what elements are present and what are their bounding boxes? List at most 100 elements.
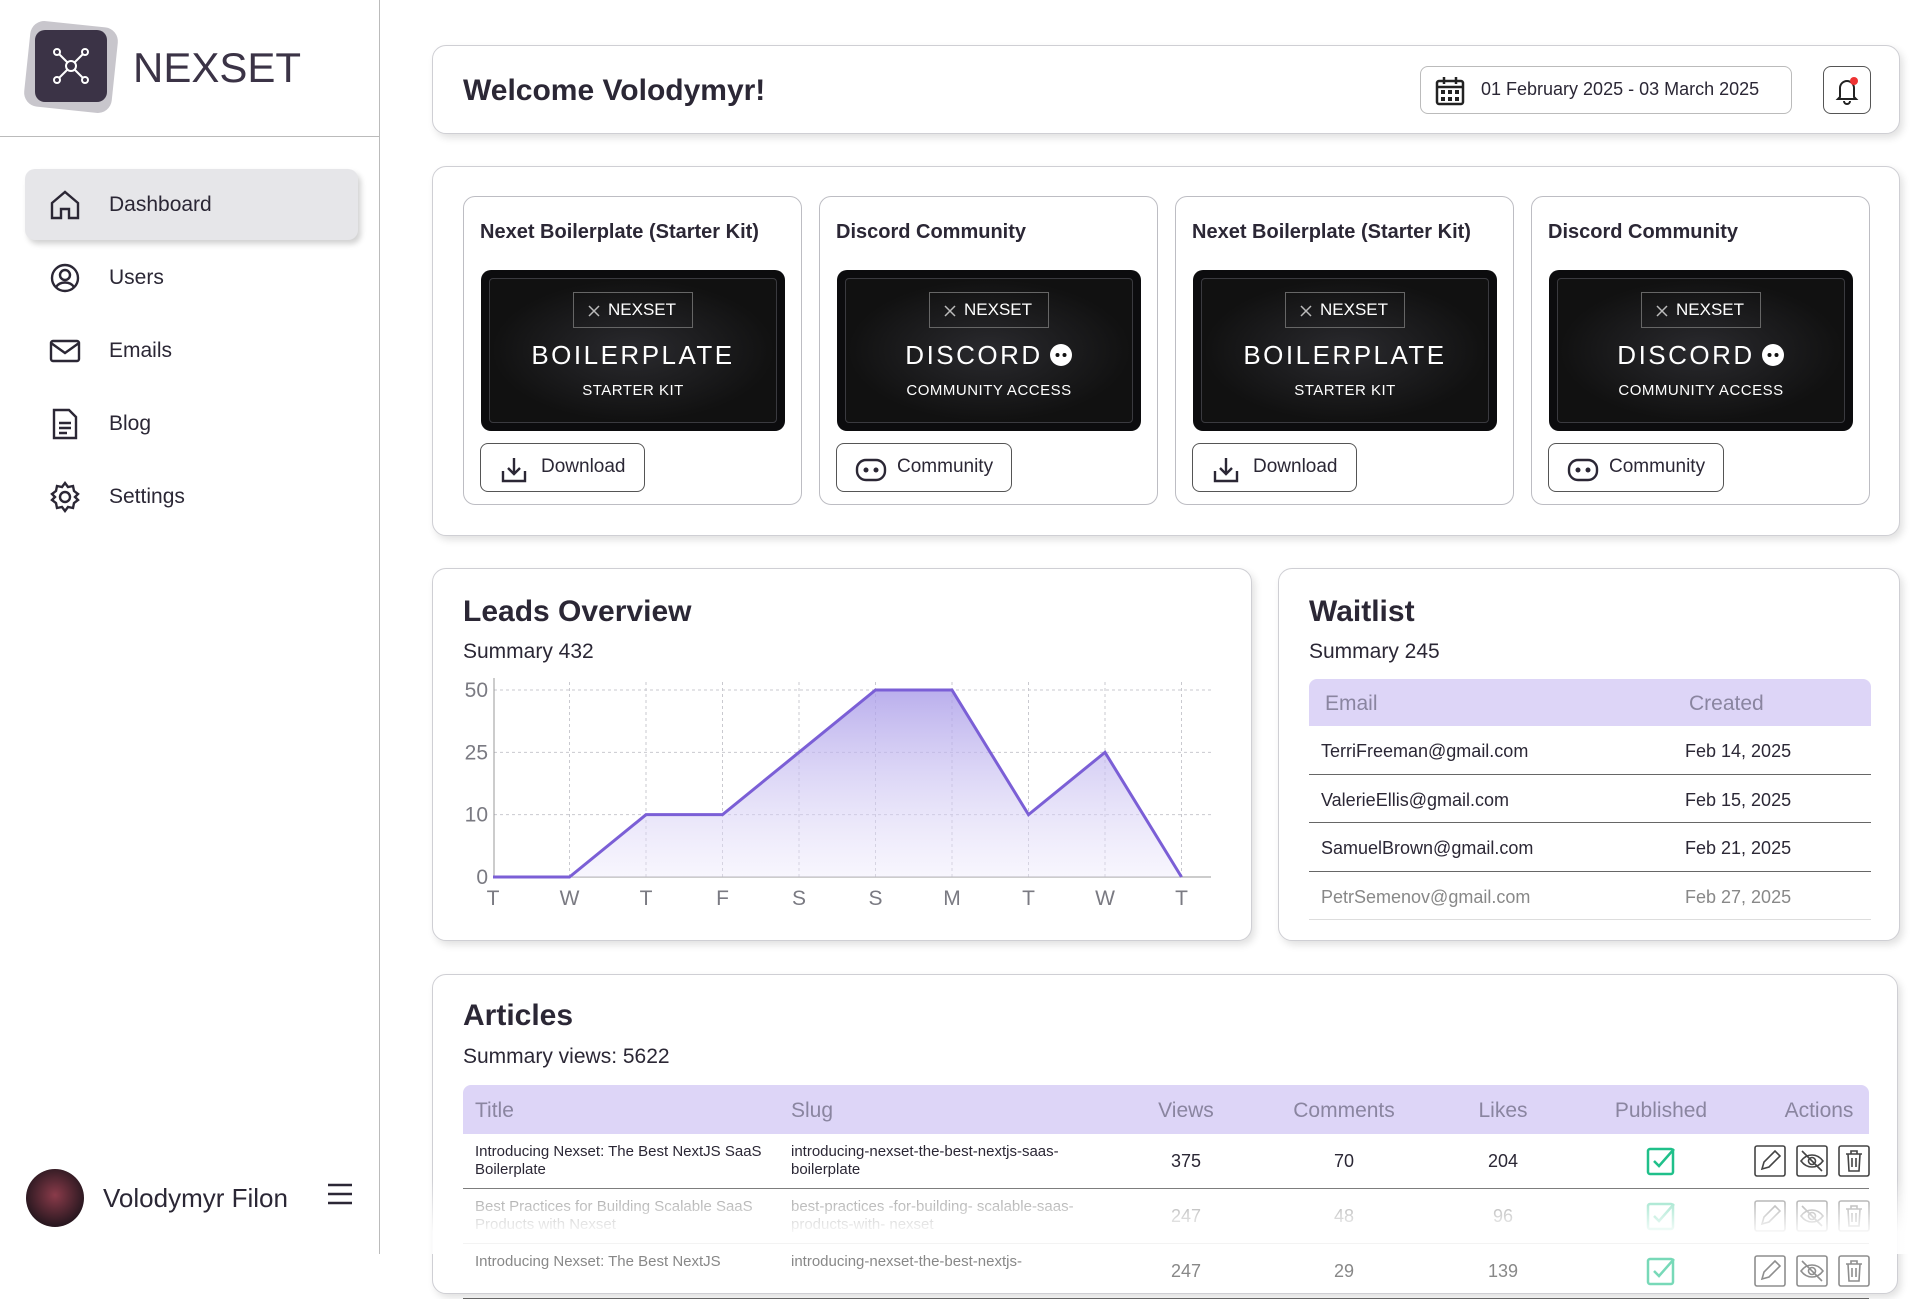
banner-subheading: COMMUNITY ACCESS (906, 382, 1072, 399)
cell: 247 (1170, 1261, 1202, 1281)
x-tick-label: T (1022, 887, 1035, 910)
header: Welcome Volodymyr! 01 February 2025 - 03… (432, 45, 1900, 134)
column-header: Likes (1478, 1099, 1528, 1122)
card-title: Discord Community (1548, 221, 1739, 243)
button[interactable]: Download (1192, 443, 1357, 492)
table-header: Title Slug Views Comments Likes Published Acti… (463, 1085, 1869, 1134)
icon (501, 458, 527, 483)
user-name: Volodymyr Filon (103, 1183, 288, 1213)
card: Nexet Boilerplate (Starter Kit) NEXSET BOI… (1175, 196, 1514, 505)
action-button[interactable] (1838, 1145, 1870, 1177)
line (493, 688, 1183, 879)
x-tick-label: T (487, 887, 500, 910)
table-row: PetrSemenov@gmail.com Feb 27, 2025 (1309, 872, 1871, 920)
action-button[interactable] (1754, 1145, 1786, 1177)
button[interactable]: Download (480, 443, 645, 492)
banner: NEXSET DISCORD COMMUNITY ACCESS (1549, 270, 1853, 431)
nav-label: Blog (109, 412, 152, 435)
cell: 70 (1333, 1151, 1355, 1171)
x-tick-label: F (716, 887, 729, 910)
articles-summary: Summary views: 5622 (463, 1045, 670, 1068)
banner-subheading: STARTER KIT (582, 382, 684, 399)
card: Nexet Boilerplate (Starter Kit) NEXSET BOI… (463, 196, 802, 505)
banner: NEXSET BOILERPLATE STARTER KIT (481, 270, 785, 431)
icon (1646, 1147, 1675, 1176)
divider (0, 136, 380, 137)
notifications[interactable] (1823, 66, 1871, 114)
table-header: Email Created (1309, 679, 1871, 726)
action-button[interactable] (1754, 1255, 1786, 1287)
button-label: Download (541, 456, 626, 477)
nav-item[interactable]: Emails (25, 315, 358, 386)
cell: Feb 15, 2025 (1685, 789, 1792, 810)
cell: Feb 14, 2025 (1685, 741, 1792, 761)
cell: TerriFreeman@gmail.com (1321, 741, 1529, 761)
action-button[interactable] (1796, 1255, 1828, 1287)
cell: 29 (1333, 1261, 1355, 1281)
leads-summary: Summary 432 (463, 640, 594, 663)
nav-label: Emails (109, 339, 173, 362)
badge: NEXSET (1641, 292, 1761, 328)
icon (1049, 344, 1072, 366)
articles-title: Articles (463, 999, 574, 1032)
action-button[interactable] (1796, 1145, 1828, 1177)
area (493, 690, 1182, 877)
column-header: Created (1689, 692, 1764, 715)
icon (1656, 305, 1668, 317)
x-tick-label: M (943, 887, 961, 910)
banner-frame (1201, 278, 1489, 423)
icon (1567, 458, 1599, 482)
column-header: Published (1614, 1099, 1708, 1122)
badge: NEXSET (929, 292, 1049, 328)
cell: ValerieEllis@gmail.com (1321, 789, 1509, 810)
nav-item[interactable]: Blog (25, 388, 358, 459)
banner-frame (489, 278, 777, 423)
column-header: Email (1325, 692, 1378, 715)
cell: 139 (1487, 1261, 1519, 1281)
x-tick-label: W (560, 887, 580, 910)
y-tick-label: 50 (465, 679, 488, 702)
menu-icon[interactable] (327, 1182, 353, 1206)
card: Discord Community NEXSET DISCORD COMMUNITY … (1531, 196, 1870, 505)
button-label: Community (1609, 456, 1706, 477)
leads-panel: Leads Overview Summary 432 (432, 568, 1252, 941)
column-header: Actions (1784, 1099, 1854, 1122)
nav-item[interactable]: Settings (25, 461, 358, 532)
column-header: Slug (791, 1099, 834, 1122)
banner-heading: BOILERPLATE (531, 340, 735, 370)
card-title: Nexet Boilerplate (Starter Kit) (1192, 221, 1471, 243)
column-header: Title (475, 1099, 514, 1122)
x-tick-label: S (792, 887, 806, 910)
icon (50, 263, 80, 293)
icon (1300, 305, 1312, 317)
leads-chart: 0 10 25 50 T W T F S S M T W T (465, 678, 1211, 910)
banner-frame (845, 278, 1133, 423)
x-tick-label: W (1095, 887, 1115, 910)
x-tick-label: T (640, 887, 653, 910)
nav-item[interactable]: Dashboard (25, 169, 358, 240)
cell: Introducing Nexset: The Best NextJS (475, 1253, 721, 1270)
logo (35, 30, 107, 102)
column-header: Comments (1293, 1099, 1395, 1122)
y-tick-label: 10 (465, 804, 488, 827)
banner-subheading: COMMUNITY ACCESS (1618, 382, 1784, 399)
nav-item[interactable]: Users (25, 242, 358, 313)
cell: introducing-nexset-the-best-nextjs- (791, 1253, 1022, 1270)
action-button[interactable] (1838, 1255, 1870, 1287)
date-picker[interactable]: 01 February 2025 - 03 March 2025 (1420, 66, 1792, 114)
column-header: Views (1158, 1099, 1214, 1122)
fade (432, 1180, 1920, 1254)
waitlist-summary: Summary 245 (1309, 640, 1440, 663)
banner-heading: BOILERPLATE (1243, 340, 1447, 370)
button[interactable]: Community (836, 443, 1013, 492)
table-row: TerriFreeman@gmail.com Feb 14, 2025 (1309, 726, 1871, 775)
sidebar (0, 0, 380, 1254)
icon (944, 305, 956, 317)
card: Discord Community NEXSET DISCORD COMMUNITY … (819, 196, 1158, 505)
cell: introducing-nexset-the-best-nextjs-saas-… (791, 1143, 1059, 1178)
waitlist-title: Waitlist (1309, 595, 1415, 628)
cell: Feb 21, 2025 (1685, 838, 1792, 858)
badge: NEXSET (573, 292, 693, 328)
button[interactable]: Community (1548, 443, 1725, 492)
table-row: ValerieEllis@gmail.com Feb 15, 2025 (1309, 775, 1871, 823)
